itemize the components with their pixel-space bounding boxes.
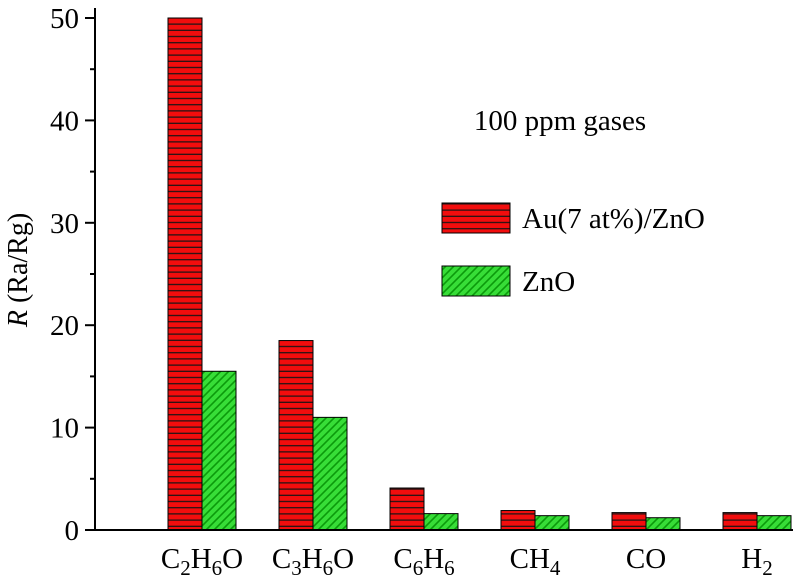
bar-ZnO-C6H6: [423, 513, 459, 531]
axes-group: [94, 8, 793, 531]
x-tick-label: CO: [626, 543, 666, 575]
bar-ZnO-CO: [645, 517, 681, 531]
bar-Au7atZnO-CH4: [500, 510, 536, 531]
legend-swatch-Au7atZnO: [441, 202, 511, 234]
x-tick-label: C2H6O: [161, 543, 243, 580]
legend-label: Au(7 at%)/ZnO: [522, 203, 705, 235]
x-tick-label: C6H6: [393, 543, 454, 580]
y-tick-label: 40: [50, 105, 79, 137]
annotation-gas-concentration: 100 ppm gases: [474, 105, 646, 137]
y-tick-label: 30: [50, 208, 79, 240]
bar-ZnO-H2: [756, 515, 792, 531]
legend: Au(7 at%)/ZnO ZnO: [441, 202, 705, 298]
x-labels-group: C2H6O C3H6O C6H6 CH4 CO H2: [161, 543, 773, 580]
bar-Au7atZnO-C2H6O: [167, 17, 203, 531]
y-tick-label: 0: [65, 515, 80, 547]
bar-Au7atZnO-H2: [722, 512, 758, 531]
bar-Au7atZnO-CO: [611, 512, 647, 531]
x-tick-label: C3H6O: [272, 543, 354, 580]
legend-swatch-ZnO: [441, 265, 511, 297]
y-axis-title: R (Ra/Rg): [3, 213, 34, 328]
bar-ZnO-C2H6O: [201, 370, 237, 531]
legend-label: ZnO: [522, 266, 575, 298]
bars-group: [167, 17, 792, 531]
x-tick-label: H2: [741, 543, 772, 580]
bar-Au7atZnO-C6H6: [389, 487, 425, 531]
y-tick-label: 20: [50, 310, 79, 342]
y-tick-label: 50: [50, 3, 79, 35]
bar-ZnO-C3H6O: [312, 416, 348, 531]
bar-ZnO-CH4: [534, 515, 570, 531]
bar-Au7atZnO-C3H6O: [278, 340, 314, 531]
y-ticks-group: 0 10 20 30 40 50: [50, 3, 95, 547]
x-tick-label: CH4: [510, 543, 561, 580]
y-tick-label: 10: [50, 413, 79, 445]
